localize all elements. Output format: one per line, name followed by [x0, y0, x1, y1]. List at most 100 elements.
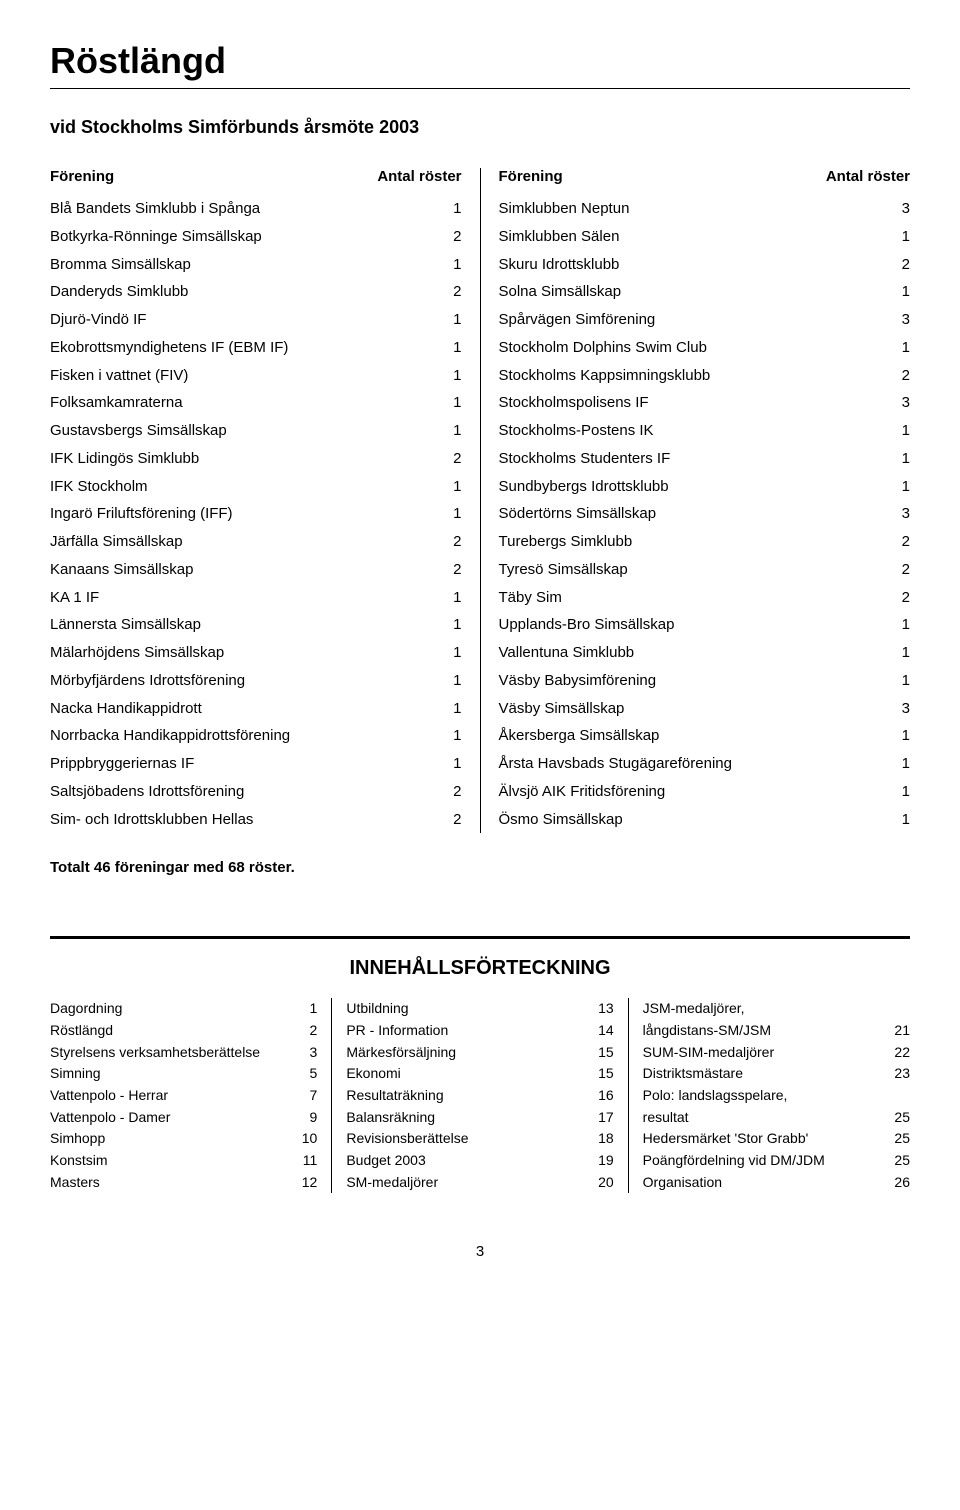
toc-entry-page: 25 [880, 1107, 910, 1129]
club-name: Nacka Handikappidrott [50, 695, 432, 723]
club-name: Gustavsbergs Simsällskap [50, 417, 432, 445]
toc-entry-name: Simning [50, 1063, 287, 1085]
toc-column-2: Utbildning13PR - Information14Märkesförs… [332, 998, 628, 1193]
club-votes: 2 [432, 778, 462, 806]
toc-row: JSM-medaljörer, [643, 998, 910, 1020]
toc-entry-name: Revisionsberättelse [346, 1128, 583, 1150]
vote-row: Gustavsbergs Simsällskap1 [50, 417, 462, 445]
club-name: Sundbybergs Idrottsklubb [499, 473, 881, 501]
toc-row: Hedersmärket 'Stor Grabb'25 [643, 1128, 910, 1150]
club-votes: 2 [880, 584, 910, 612]
club-votes: 1 [432, 473, 462, 501]
toc-entry-name: Vattenpolo - Herrar [50, 1085, 287, 1107]
header-club: Förening [499, 168, 563, 185]
toc-row: Ekonomi15 [346, 1063, 613, 1085]
toc-row: långdistans-SM/JSM21 [643, 1020, 910, 1042]
club-votes: 1 [432, 306, 462, 334]
club-votes: 1 [432, 611, 462, 639]
club-votes: 1 [432, 417, 462, 445]
toc-entry-page: 1 [287, 998, 317, 1020]
header-club: Förening [50, 168, 114, 185]
club-votes: 3 [880, 389, 910, 417]
page-title: Röstlängd [50, 40, 910, 82]
toc-entry-page: 2 [287, 1020, 317, 1042]
club-name: Saltsjöbadens Idrottsförening [50, 778, 432, 806]
club-votes: 1 [432, 722, 462, 750]
toc-entry-name: Hedersmärket 'Stor Grabb' [643, 1128, 880, 1150]
club-name: Fisken i vattnet (FIV) [50, 362, 432, 390]
toc-entry-page: 9 [287, 1107, 317, 1129]
toc-entry-page: 5 [287, 1063, 317, 1085]
vote-row: Tyresö Simsällskap2 [499, 556, 911, 584]
vote-row: Stockholms Studenters IF1 [499, 445, 911, 473]
vote-row: Lännersta Simsällskap1 [50, 611, 462, 639]
toc-row: Vattenpolo - Herrar7 [50, 1085, 317, 1107]
club-name: Täby Sim [499, 584, 881, 612]
club-votes: 3 [880, 500, 910, 528]
toc-entry-page: 25 [880, 1128, 910, 1150]
total-summary: Totalt 46 föreningar med 68 röster. [50, 859, 910, 876]
club-votes: 1 [432, 334, 462, 362]
toc-entry-name: Utbildning [346, 998, 583, 1020]
toc-entry-page: 26 [880, 1172, 910, 1194]
club-votes: 1 [432, 362, 462, 390]
toc-entry-name: Röstlängd [50, 1020, 287, 1042]
club-name: KA 1 IF [50, 584, 432, 612]
vote-row: Älvsjö AIK Fritidsförening1 [499, 778, 911, 806]
club-name: Södertörns Simsällskap [499, 500, 881, 528]
toc-row: Dagordning1 [50, 998, 317, 1020]
club-votes: 2 [432, 806, 462, 834]
toc-row: Balansräkning17 [346, 1107, 613, 1129]
club-name: Ingarö Friluftsförening (IFF) [50, 500, 432, 528]
vote-row: Turebergs Simklubb2 [499, 528, 911, 556]
toc-entry-page: 12 [287, 1172, 317, 1194]
toc-row: Röstlängd2 [50, 1020, 317, 1042]
vote-row: Saltsjöbadens Idrottsförening2 [50, 778, 462, 806]
club-name: Väsby Babysimförening [499, 667, 881, 695]
vote-row: Bromma Simsällskap1 [50, 251, 462, 279]
toc-entry-name: Polo: landslagsspelare, [643, 1085, 880, 1107]
voting-table: Förening Antal röster Blå Bandets Simklu… [50, 168, 910, 833]
vote-row: Väsby Simsällskap3 [499, 695, 911, 723]
club-name: Spårvägen Simförening [499, 306, 881, 334]
vote-row: Prippbryggeriernas IF1 [50, 750, 462, 778]
toc-entry-page: 13 [584, 998, 614, 1020]
club-votes: 1 [880, 445, 910, 473]
club-name: IFK Lidingös Simklubb [50, 445, 432, 473]
toc-row: PR - Information14 [346, 1020, 613, 1042]
toc-entry-name: Balansräkning [346, 1107, 583, 1129]
club-name: Stockholmspolisens IF [499, 389, 881, 417]
club-name: Upplands-Bro Simsällskap [499, 611, 881, 639]
toc-entry-name: PR - Information [346, 1020, 583, 1042]
toc-row: Utbildning13 [346, 998, 613, 1020]
club-votes: 1 [432, 750, 462, 778]
toc-entry-name: Styrelsens verksamhetsberättelse [50, 1042, 287, 1064]
club-name: Danderyds Simklubb [50, 278, 432, 306]
vote-row: Solna Simsällskap1 [499, 278, 911, 306]
vote-row: Danderyds Simklubb2 [50, 278, 462, 306]
page-subtitle: vid Stockholms Simförbunds årsmöte 2003 [50, 117, 910, 138]
toc-entry-name: Distriktsmästare [643, 1063, 880, 1085]
club-name: Stockholms Kappsimningsklubb [499, 362, 881, 390]
toc-row: Budget 200319 [346, 1150, 613, 1172]
club-votes: 1 [880, 334, 910, 362]
toc-entry-page: 22 [880, 1042, 910, 1064]
toc-row: Simning5 [50, 1063, 317, 1085]
toc-entry-page: 23 [880, 1063, 910, 1085]
header-votes: Antal röster [826, 168, 910, 185]
vote-row: Mälarhöjdens Simsällskap1 [50, 639, 462, 667]
club-name: Ekobrottsmyndighetens IF (EBM IF) [50, 334, 432, 362]
club-name: Vallentuna Simklubb [499, 639, 881, 667]
title-rule [50, 88, 910, 89]
club-votes: 2 [432, 528, 462, 556]
club-name: IFK Stockholm [50, 473, 432, 501]
club-votes: 1 [880, 417, 910, 445]
section-divider [50, 936, 910, 939]
club-name: Järfälla Simsällskap [50, 528, 432, 556]
club-votes: 1 [880, 611, 910, 639]
vote-row: Upplands-Bro Simsällskap1 [499, 611, 911, 639]
club-votes: 1 [432, 695, 462, 723]
toc-entry-page: 10 [287, 1128, 317, 1150]
club-votes: 1 [432, 667, 462, 695]
toc-entry-page: 14 [584, 1020, 614, 1042]
